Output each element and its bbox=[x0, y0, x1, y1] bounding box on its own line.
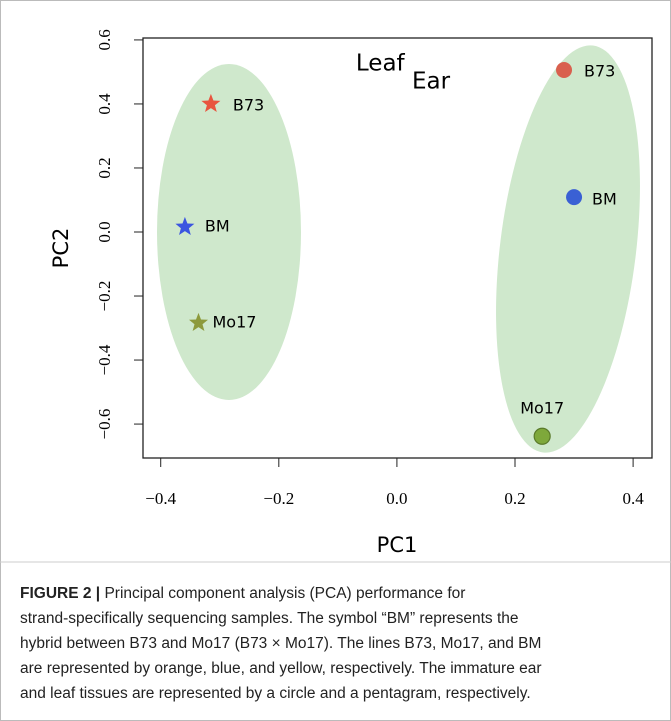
circle-point bbox=[533, 427, 551, 445]
y-tick-label: −0.6 bbox=[95, 409, 114, 440]
y-tick-label: −0.2 bbox=[95, 281, 114, 312]
caption-line: hybrid between B73 and Mo17 (B73 × Mo17)… bbox=[20, 635, 541, 652]
group-label: Ear bbox=[412, 69, 451, 95]
caption-line: strand-specifically sequencing samples. … bbox=[20, 610, 519, 627]
y-tick-label: −0.4 bbox=[95, 344, 114, 375]
x-tick-label: 0.0 bbox=[386, 489, 407, 508]
circle-point bbox=[556, 62, 573, 79]
point-label: Mo17 bbox=[213, 312, 257, 331]
caption-line: and leaf tissues are represented by a ci… bbox=[20, 685, 531, 702]
leaf-ellipse bbox=[157, 64, 301, 400]
x-axis-label: PC1 bbox=[377, 533, 418, 557]
caption-line: are represented by orange, blue, and yel… bbox=[20, 660, 542, 677]
point-label: BM bbox=[592, 190, 617, 209]
y-tick-label: 0.0 bbox=[95, 221, 114, 242]
point-label: B73 bbox=[233, 95, 264, 114]
plot-frame bbox=[142, 37, 653, 459]
circle-point bbox=[566, 189, 583, 206]
y-tick-label: 0.2 bbox=[95, 157, 114, 178]
caption-text: Principal component analysis (PCA) perfo… bbox=[104, 585, 465, 602]
caption-label: FIGURE 2 | bbox=[20, 585, 100, 602]
y-axis-label: PC2 bbox=[49, 228, 73, 269]
star-point bbox=[201, 93, 221, 112]
x-tick-label: −0.2 bbox=[263, 489, 294, 508]
point-label: Mo17 bbox=[520, 399, 564, 418]
ear-ellipse bbox=[496, 45, 640, 453]
star-point bbox=[189, 312, 208, 331]
y-tick-label: 0.6 bbox=[95, 29, 114, 50]
star-point bbox=[175, 216, 195, 235]
point-label: BM bbox=[205, 216, 230, 235]
x-tick-label: −0.4 bbox=[145, 489, 176, 508]
x-tick-label: 0.4 bbox=[622, 489, 644, 508]
y-tick-label: 0.4 bbox=[95, 93, 114, 115]
x-tick-label: 0.2 bbox=[504, 489, 525, 508]
point-label: B73 bbox=[584, 62, 615, 81]
caption-line: FIGURE 2 | Principal component analysis … bbox=[20, 585, 465, 602]
group-label: Leaf bbox=[356, 50, 406, 76]
